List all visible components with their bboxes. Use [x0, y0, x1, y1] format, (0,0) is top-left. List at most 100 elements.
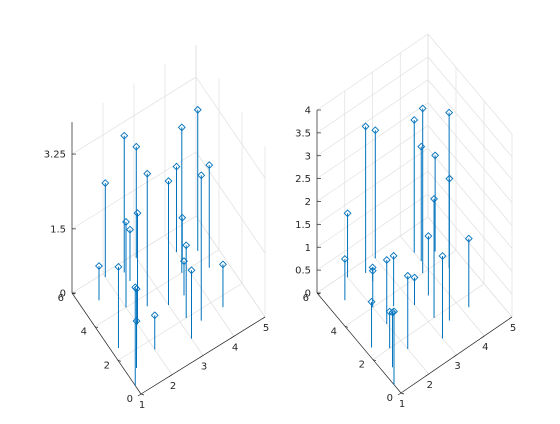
- x-tick-label: 1: [399, 399, 405, 410]
- y-axis-line: [316, 292, 402, 394]
- stem-marker: [410, 116, 419, 124]
- stem-marker: [385, 307, 394, 316]
- back-wall-grid-z: [316, 125, 429, 202]
- x-tick: [425, 373, 429, 377]
- back-wall-grid-z: [316, 148, 429, 225]
- z-tick-label: 0: [305, 289, 311, 300]
- x-tick: [199, 355, 204, 358]
- stem-marker: [343, 209, 352, 218]
- stem-marker: [368, 263, 377, 272]
- x-tick: [168, 374, 173, 378]
- side-wall-grid-z: [195, 151, 266, 254]
- side-wall-grid-z: [427, 79, 513, 180]
- stem-marker: [187, 266, 196, 275]
- y-tick-label: 4: [81, 327, 87, 338]
- side-wall-grid-z: [427, 193, 513, 295]
- stem-marker: [172, 162, 181, 171]
- stem-marker: [120, 131, 129, 140]
- side-wall-grid-z: [427, 216, 513, 318]
- side-wall-grid-z: [427, 33, 513, 135]
- stem-marker: [177, 123, 186, 132]
- x-tick: [230, 335, 235, 339]
- x-tick-label: 2: [427, 380, 433, 391]
- side-wall-grid-z: [427, 171, 513, 272]
- x-tick: [508, 316, 513, 320]
- z-tick-label: 0: [60, 289, 66, 300]
- y-tick-label: 4: [331, 326, 337, 337]
- y-tick-label: 6: [303, 293, 309, 304]
- floor-grid-y: [344, 250, 457, 327]
- side-wall-grid-z: [195, 215, 266, 318]
- stem-marker: [132, 142, 141, 151]
- side-wall-grid-z: [427, 125, 513, 226]
- x-tick-label: 3: [454, 361, 460, 372]
- x-tick: [397, 392, 402, 396]
- y-tick: [400, 392, 405, 395]
- x-tick-label: 4: [482, 342, 488, 353]
- back-wall-grid-z: [316, 56, 429, 134]
- z-tick-label: 3.5: [295, 128, 311, 139]
- y-axis-line: [71, 292, 142, 395]
- floor-grid-x: [164, 235, 235, 337]
- back-wall-grid-z: [316, 102, 429, 179]
- x-tick: [137, 393, 142, 397]
- y-tick: [140, 393, 145, 396]
- back-wall-grid-z: [316, 193, 429, 271]
- back-wall-grid-z: [316, 170, 429, 248]
- stem-marker: [114, 262, 123, 271]
- z-tick-label: 0.5: [295, 266, 311, 277]
- z-tick-label: 1.5: [295, 220, 311, 231]
- stem-marker: [403, 271, 412, 280]
- back-wall-grid-z: [316, 79, 429, 157]
- stem-marker: [445, 108, 454, 117]
- stem-marker: [438, 252, 447, 260]
- z-tick-label: 4: [305, 106, 311, 117]
- floor-grid-y: [117, 283, 243, 361]
- stem-marker: [164, 177, 173, 185]
- y-tick: [344, 326, 349, 328]
- z-tick-label: 2: [305, 197, 311, 208]
- side-wall-grid-z: [427, 102, 513, 203]
- stem-marker: [418, 104, 427, 113]
- stem-marker: [417, 142, 426, 151]
- stem-marker: [133, 209, 142, 218]
- y-tick: [94, 326, 99, 328]
- stem-marker: [182, 241, 191, 250]
- stem-marker: [197, 171, 206, 180]
- stem-marker: [143, 169, 152, 178]
- stem-marker: [367, 297, 376, 306]
- side-wall-grid-z: [427, 148, 513, 249]
- z-tick-label: 1: [305, 243, 311, 254]
- stem-marker: [410, 273, 419, 282]
- stem-marker: [371, 126, 380, 135]
- stem-marker: [361, 122, 370, 131]
- stem-marker: [431, 151, 440, 160]
- stem-marker: [193, 105, 202, 114]
- x-tick-label: 2: [170, 381, 176, 392]
- floor-grid-y: [372, 283, 485, 360]
- floor-grid-y: [94, 249, 220, 327]
- stem-marker: [219, 260, 227, 269]
- stem-marker: [126, 225, 134, 234]
- back-wall-grid-z: [71, 76, 197, 155]
- side-wall-grid-z: [195, 76, 266, 179]
- stem-marker: [205, 161, 214, 170]
- back-wall-grid-z: [316, 33, 429, 111]
- stem-marker: [95, 262, 103, 270]
- y-tick-label: 6: [58, 293, 64, 304]
- y-tick-label: 2: [359, 360, 365, 371]
- z-tick-label: 3: [305, 151, 311, 162]
- stem-marker: [424, 232, 433, 240]
- x-tick: [453, 354, 457, 358]
- x-tick-label: 5: [510, 323, 516, 334]
- x-tick-label: 5: [263, 323, 269, 334]
- y-tick-label: 0: [127, 394, 133, 405]
- stem-marker: [382, 256, 391, 264]
- back-wall-grid-z: [316, 216, 429, 294]
- stem-marker: [132, 284, 141, 293]
- y-tick-label: 0: [387, 393, 393, 404]
- x-tick-label: 3: [201, 362, 207, 373]
